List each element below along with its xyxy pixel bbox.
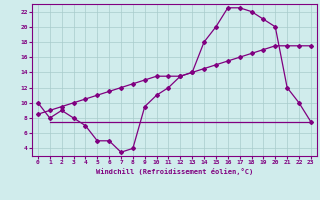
X-axis label: Windchill (Refroidissement éolien,°C): Windchill (Refroidissement éolien,°C) bbox=[96, 168, 253, 175]
